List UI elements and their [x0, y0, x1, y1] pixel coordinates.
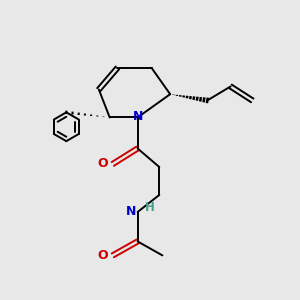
- Text: N: N: [126, 205, 136, 218]
- Text: H: H: [146, 201, 155, 214]
- Text: N: N: [133, 110, 143, 123]
- Text: O: O: [98, 249, 108, 262]
- Text: O: O: [98, 158, 108, 170]
